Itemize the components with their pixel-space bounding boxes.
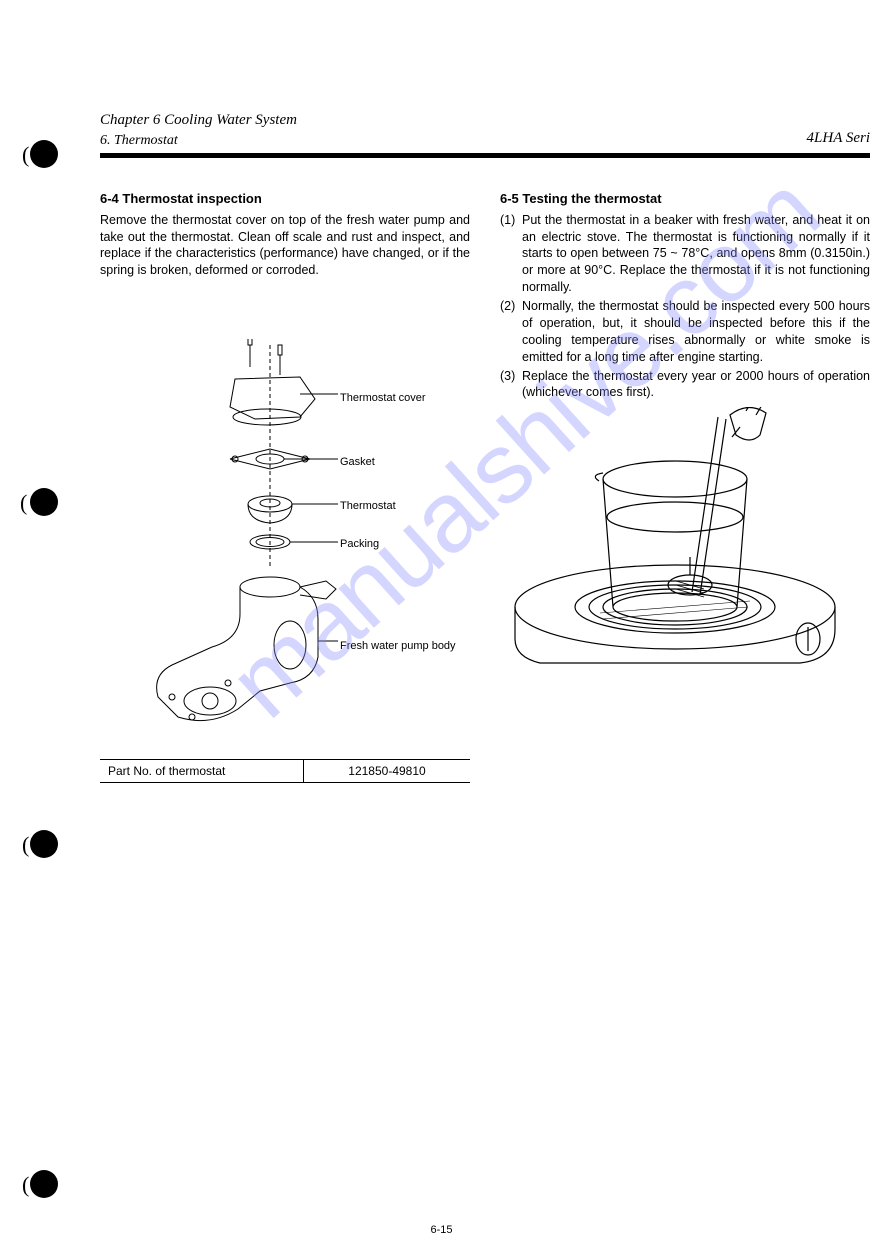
left-column: 6-4 Thermostat inspection Remove the the…	[100, 190, 470, 783]
series-label: 4LHA Seri	[807, 128, 870, 148]
item-number: (2)	[500, 298, 522, 366]
item-text: Put the thermostat in a beaker with fres…	[522, 212, 870, 296]
list-item: (2)Normally, the thermostat should be in…	[500, 298, 870, 366]
testing-steps-list: (1)Put the thermostat in a beaker with f…	[500, 212, 870, 402]
page-content: Chapter 6 Cooling Water System 6. Thermo…	[100, 110, 870, 783]
page-header: Chapter 6 Cooling Water System 6. Thermo…	[100, 110, 870, 158]
label-pump-body: Fresh water pump body	[340, 639, 456, 654]
part-value-cell: 121850-49810	[304, 760, 471, 783]
beaker-figure	[500, 407, 870, 667]
two-column-layout: 6-4 Thermostat inspection Remove the the…	[100, 190, 870, 783]
label-gasket: Gasket	[340, 455, 375, 470]
section-6-4-body: Remove the thermostat cover on top of th…	[100, 212, 470, 280]
list-item: (1)Put the thermostat in a beaker with f…	[500, 212, 870, 296]
label-packing: Packing	[340, 537, 379, 552]
header-rule	[100, 153, 870, 158]
page-number: 6-15	[0, 1223, 883, 1238]
punch-hole	[30, 140, 58, 168]
bracket-mark: (	[22, 1170, 29, 1200]
chapter-title: Chapter 6 Cooling Water System	[100, 110, 870, 130]
label-thermostat-cover: Thermostat cover	[340, 391, 426, 406]
part-label-cell: Part No. of thermostat	[100, 760, 304, 783]
punch-hole	[30, 830, 58, 858]
section-6-5-heading: 6-5 Testing the thermostat	[500, 190, 870, 208]
list-item: (3)Replace the thermostat every year or …	[500, 368, 870, 402]
part-number-table: Part No. of thermostat 121850-49810	[100, 759, 470, 783]
exploded-diagram: Thermostat cover Gasket Thermostat Packi…	[100, 339, 470, 759]
table-row: Part No. of thermostat 121850-49810	[100, 760, 470, 783]
bracket-mark: (	[22, 830, 29, 860]
section-6-4-heading: 6-4 Thermostat inspection	[100, 190, 470, 208]
punch-hole	[30, 488, 58, 516]
item-number: (3)	[500, 368, 522, 402]
section-title: 6. Thermostat	[100, 132, 870, 151]
right-column: 6-5 Testing the thermostat (1)Put the th…	[500, 190, 870, 783]
punch-hole	[30, 1170, 58, 1198]
bracket-mark: (	[20, 488, 27, 518]
item-number: (1)	[500, 212, 522, 296]
bracket-mark: (	[22, 140, 29, 170]
label-thermostat: Thermostat	[340, 499, 396, 514]
beaker-svg	[500, 407, 860, 687]
item-text: Normally, the thermostat should be inspe…	[522, 298, 870, 366]
item-text: Replace the thermostat every year or 200…	[522, 368, 870, 402]
